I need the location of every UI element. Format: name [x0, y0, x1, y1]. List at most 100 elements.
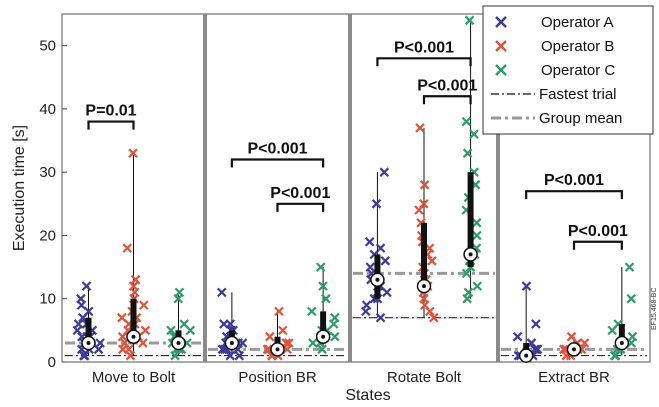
legend-marker [495, 64, 507, 76]
point-stroke [380, 256, 391, 266]
data-point [278, 325, 288, 336]
data-point [321, 293, 331, 304]
data-point [472, 281, 483, 291]
data-point [166, 325, 176, 336]
data-point [375, 312, 386, 323]
data-point [559, 344, 569, 355]
point-stroke [429, 312, 439, 323]
significance-bracket [230, 158, 325, 168]
median-dot [524, 353, 529, 358]
point-stroke [425, 306, 435, 317]
data-point [512, 331, 523, 342]
point-stroke [531, 319, 541, 329]
point-stroke [365, 262, 376, 272]
point-stroke [461, 116, 472, 127]
point-stroke [415, 123, 425, 133]
point-stroke [361, 300, 372, 310]
data-point [308, 338, 318, 348]
y-tick-label: 0 [48, 354, 56, 371]
median-dot [468, 252, 473, 257]
data-point [461, 116, 472, 127]
data-point [174, 287, 185, 298]
point-stroke [124, 344, 134, 355]
significance-bracket [87, 120, 135, 130]
legend-marker-stroke [495, 64, 507, 76]
median-dot [229, 341, 234, 346]
median-dot [176, 341, 181, 346]
point-stroke [237, 338, 248, 348]
point-stroke [318, 281, 328, 291]
data-point [262, 344, 273, 355]
point-stroke [117, 312, 127, 323]
y-tick-label: 30 [39, 164, 56, 181]
data-point [419, 199, 429, 209]
point-stroke [234, 350, 245, 361]
point-stroke [139, 300, 149, 310]
data-point [380, 256, 391, 266]
data-point [521, 281, 532, 291]
data-point [371, 199, 382, 209]
legend-box [482, 5, 654, 135]
point-stroke [382, 287, 392, 298]
legend-marker-stroke [495, 40, 507, 52]
data-point [627, 331, 638, 342]
point-stroke [626, 338, 637, 348]
point-stroke [469, 129, 479, 139]
iqr-bar [320, 311, 327, 337]
data-point [462, 148, 473, 158]
point-stroke [282, 344, 292, 355]
data-point [382, 287, 392, 298]
data-point [471, 218, 482, 228]
point-stroke [274, 306, 284, 317]
point-stroke [166, 325, 176, 336]
point-stroke [464, 15, 475, 26]
y-tick-label: 40 [39, 101, 56, 118]
data-point [128, 148, 138, 158]
data-point [125, 350, 136, 361]
point-stroke [170, 350, 180, 361]
data-point [375, 243, 386, 253]
data-point [265, 331, 275, 342]
legend-marker-stroke [495, 16, 507, 28]
data-point [379, 167, 390, 177]
median-dot [275, 347, 280, 352]
significance-bracket [422, 95, 472, 105]
median-dot [375, 277, 380, 282]
data-point [330, 331, 340, 342]
data-point [139, 300, 149, 310]
data-point [170, 350, 180, 361]
data-point [420, 300, 430, 310]
point-stroke [521, 281, 532, 291]
y-tick-label: 20 [39, 227, 56, 244]
point-stroke [471, 218, 482, 228]
point-stroke [128, 281, 139, 291]
point-stroke [419, 180, 430, 190]
data-point [626, 293, 636, 304]
point-stroke [72, 325, 83, 336]
point-stroke [317, 344, 327, 355]
data-point [427, 256, 437, 266]
data-point [284, 338, 294, 348]
y-tick-label: 10 [39, 291, 56, 308]
median-dot [572, 347, 576, 352]
point-stroke [462, 293, 472, 304]
point-stroke [321, 293, 331, 304]
point-stroke [330, 312, 340, 323]
point-stroke [217, 344, 228, 355]
point-stroke [185, 325, 196, 336]
data-point [463, 287, 474, 298]
point-stroke [609, 350, 620, 361]
significance-label: P<0.001 [544, 172, 604, 189]
y-axis-title: Execution time [s] [11, 125, 28, 251]
point-stroke [627, 331, 638, 342]
data-point [472, 230, 482, 241]
point-stroke [265, 331, 275, 342]
data-point [225, 319, 236, 329]
legend-label: Operator C [541, 62, 615, 79]
median-dot [131, 334, 136, 339]
significance-label: P<0.001 [394, 39, 454, 56]
point-stroke [81, 281, 92, 291]
point-stroke [278, 325, 288, 336]
legend-marker [495, 16, 507, 28]
legend-label: Operator A [541, 14, 614, 31]
